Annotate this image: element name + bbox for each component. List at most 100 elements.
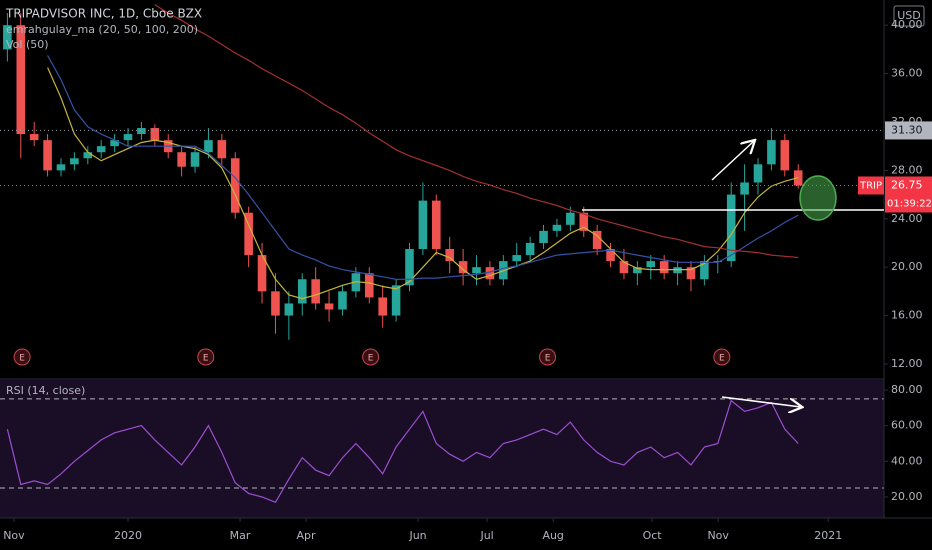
candle-body: [110, 140, 119, 147]
candle-body: [606, 249, 615, 262]
candle-body: [458, 261, 468, 274]
candle-body: [43, 140, 52, 171]
earnings-marker: [197, 348, 215, 366]
divergence-arrow: [721, 396, 801, 407]
candle-body: [633, 267, 642, 274]
currency-box[interactable]: [893, 5, 925, 27]
x-tick-label: 2020: [114, 529, 142, 542]
candle-body: [324, 303, 334, 310]
candle-body: [257, 255, 267, 292]
candle-body: [123, 134, 133, 141]
symbol-box: [858, 176, 884, 195]
y-tick-label: 36.00: [891, 67, 923, 80]
candle-body: [619, 261, 629, 274]
indicator-label: Vol (50): [6, 38, 49, 51]
candle-body: [391, 285, 401, 316]
x-tick-label: Nov: [3, 529, 25, 542]
candle-body: [753, 164, 763, 183]
candle-body: [177, 152, 186, 167]
candle-body: [83, 152, 93, 159]
trend-arrow: [711, 141, 754, 181]
candle-body: [378, 297, 387, 316]
candle-body: [579, 212, 589, 231]
x-tick-label: Aug: [542, 529, 563, 542]
candle-body: [646, 261, 656, 268]
candle-body: [485, 267, 495, 280]
candle-body: [432, 200, 441, 250]
countdown: 01:39:22: [887, 198, 932, 209]
candle-body: [566, 212, 575, 225]
last-price-label: 26.75: [891, 178, 923, 191]
candle-body: [3, 25, 12, 50]
currency: USD: [897, 9, 921, 22]
last-price-box: [885, 176, 932, 213]
earnings-marker: [539, 348, 557, 366]
rsi-background: [0, 380, 884, 518]
candle-body: [29, 134, 39, 141]
candle-body: [525, 242, 535, 256]
candle-body: [204, 140, 213, 153]
candle-body: [297, 279, 307, 304]
candle-body: [56, 164, 66, 171]
candle-body: [150, 128, 160, 141]
y-tick-label: 40.00: [891, 18, 923, 31]
candle-body: [338, 291, 347, 310]
candle-body: [686, 267, 696, 280]
x-tick-label: Mar: [230, 529, 251, 542]
y-tick-label: 20.00: [891, 490, 923, 503]
moving-average: [47, 67, 799, 300]
candle-body: [244, 212, 253, 256]
candle-body: [740, 182, 749, 195]
earnings-label: E: [719, 354, 725, 364]
moving-average: [47, 55, 799, 280]
chart-title: TRIPADVISOR INC, 1D, Cboe BZX: [5, 7, 202, 21]
price-pane: [3, 4, 803, 340]
indicator-label: emrahgulay_ma (20, 50, 100, 200): [6, 23, 198, 36]
rsi-pane: [0, 398, 884, 504]
y-tick-label: 20.00: [891, 260, 923, 273]
candle-body: [767, 140, 776, 165]
x-tick-label: Oct: [643, 529, 663, 542]
earnings-marker: [13, 348, 31, 366]
x-tick-label: Jun: [408, 529, 426, 542]
y-tick-label: 60.00: [891, 419, 923, 432]
candle-body: [512, 255, 522, 262]
candle-body: [445, 249, 454, 262]
earnings-marker: [362, 348, 380, 366]
candle-body: [726, 194, 736, 262]
earnings-label: E: [368, 354, 374, 364]
earnings-marker: [713, 348, 731, 366]
x-tick-label: Apr: [296, 529, 316, 542]
x-tick-label: Nov: [707, 529, 729, 542]
earnings-label: E: [19, 354, 25, 364]
rsi-line: [6, 399, 799, 504]
candle-body: [780, 140, 790, 171]
y-tick-label: 24.00: [891, 212, 923, 225]
level-label-box: [885, 121, 932, 140]
x-tick-label: 2021: [814, 529, 842, 542]
rsi-title: RSI (14, close): [6, 384, 85, 397]
y-tick-label: 12.00: [891, 357, 923, 370]
highlight-circle: [799, 175, 837, 221]
candle-body: [405, 249, 414, 286]
candle-body: [659, 261, 669, 274]
moving-average: [154, 4, 799, 259]
candle-body: [700, 261, 709, 280]
candle-body: [190, 152, 200, 167]
candle-body: [592, 230, 602, 250]
candle-body: [16, 25, 26, 135]
earnings-label: E: [545, 354, 551, 364]
candle-body: [217, 140, 227, 159]
candle-body: [418, 200, 428, 250]
y-tick-label: 28.00: [891, 163, 923, 176]
x-tick-label: Jul: [479, 529, 493, 542]
y-tick-label: 16.00: [891, 309, 923, 322]
y-tick-label: 40.00: [891, 454, 923, 467]
symbol-label: TRIP: [859, 180, 882, 191]
candle-body: [137, 128, 146, 135]
candle-body: [271, 291, 280, 316]
candle-body: [472, 267, 481, 274]
level-label: 31.30: [891, 123, 923, 136]
